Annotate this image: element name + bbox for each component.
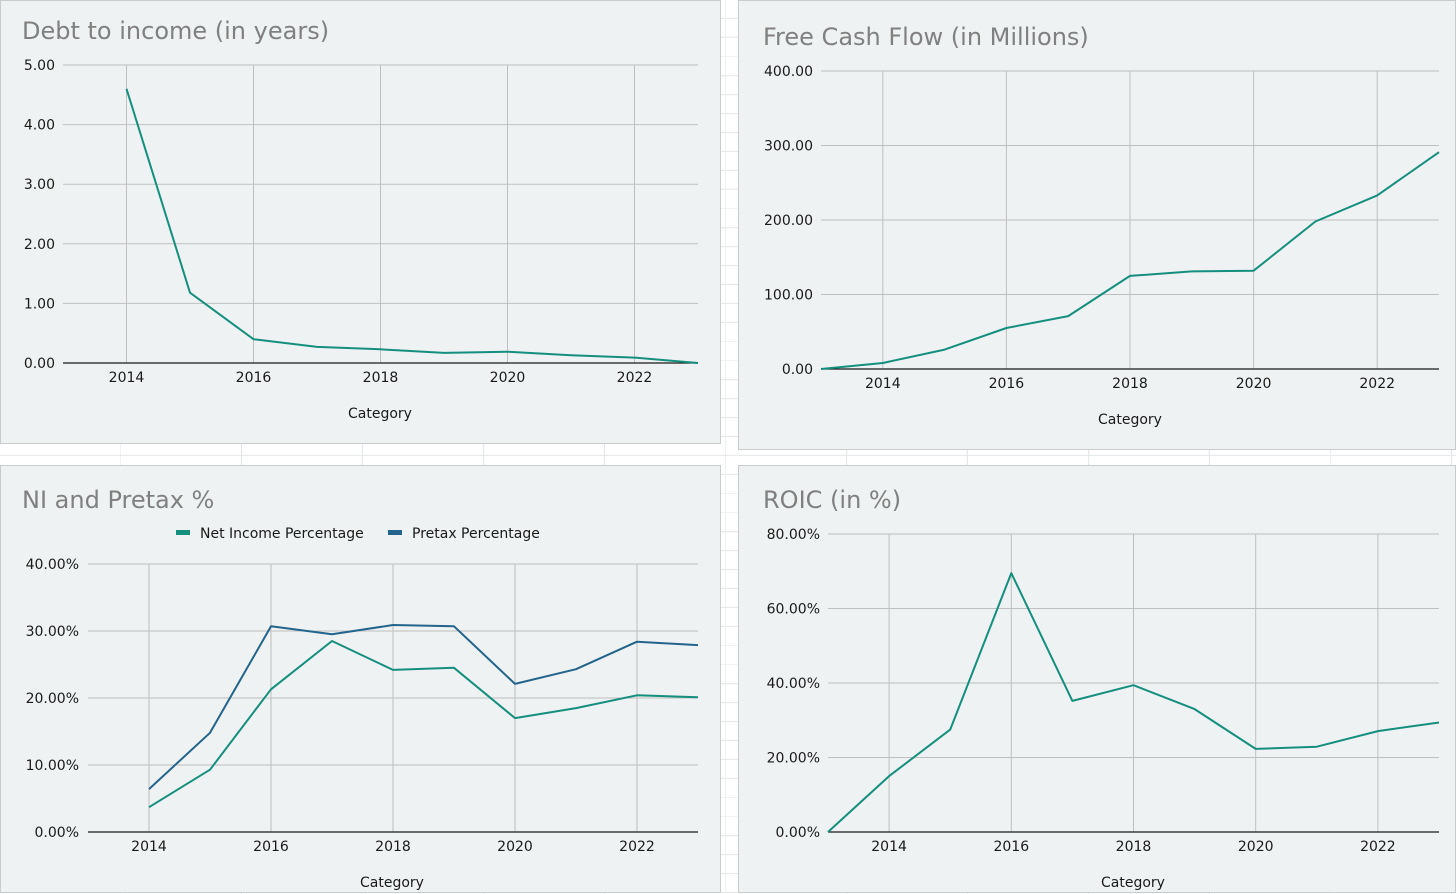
y-tick-label: 20.00% (767, 751, 820, 767)
y-tick-label: 20.00% (26, 691, 79, 707)
x-tick-label: 2018 (375, 839, 411, 855)
series-line-0 (827, 572, 1440, 833)
y-tick-label: 0.00 (782, 362, 813, 378)
x-tick-label: 2016 (989, 376, 1025, 392)
y-tick-label: 2.00 (24, 237, 55, 253)
chart-panel-free-cash-flow: Free Cash Flow (in Millions) 0.00 100.00 2… (738, 0, 1456, 450)
series-line-0 (820, 151, 1440, 370)
legend-label-net-income: Net Income Percentage (200, 526, 364, 542)
plot-area: 0.00 1.00 2.00 3.00 4.00 5.00 2014 2016 2018 2020… (24, 58, 699, 386)
chart-panel-ni-and-pretax: NI and Pretax % Net Income Percentage Pr… (0, 465, 721, 893)
chart-title: Debt to income (in years) (22, 17, 329, 45)
chart-title: NI and Pretax % (22, 486, 214, 514)
chart-panel-roic: ROIC (in %) 0.00% 20.00% 40.00% 60.00% 80.00… (738, 465, 1456, 893)
x-tick-label: 2020 (1236, 376, 1272, 392)
x-tick-label: 2016 (993, 839, 1029, 855)
y-tick-label: 0.00% (776, 825, 820, 841)
series-line-0 (125, 88, 699, 364)
y-tick-label: 100.00 (764, 288, 813, 304)
series-line-1 (148, 624, 699, 790)
y-tick-label: 10.00% (26, 758, 79, 774)
x-tick-label: 2018 (363, 370, 399, 386)
y-tick-label: 60.00% (767, 602, 820, 618)
x-tick-label: 2022 (1359, 376, 1395, 392)
y-tick-label: 30.00% (26, 624, 79, 640)
y-tick-label: 200.00 (764, 213, 813, 229)
chart-title: Free Cash Flow (in Millions) (763, 23, 1089, 51)
x-axis-label: Category (360, 875, 424, 891)
legend-swatch-pretax (388, 530, 402, 535)
legend: Net Income Percentage Pretax Percentage (176, 526, 540, 542)
y-tick-label: 0.00% (35, 825, 79, 841)
y-tick-label: 40.00% (767, 676, 820, 692)
x-tick-label: 2016 (253, 839, 289, 855)
chart-panel-debt-to-income: Debt to income (in years) 0.00 1.00 2.00 3.… (0, 0, 721, 444)
x-tick-label: 2022 (1360, 839, 1396, 855)
y-tick-label: 4.00 (24, 118, 55, 134)
x-tick-label: 2020 (497, 839, 533, 855)
x-tick-label: 2020 (490, 370, 526, 386)
y-tick-label: 300.00 (764, 139, 813, 155)
y-tick-label: 1.00 (24, 296, 55, 312)
x-tick-label: 2014 (871, 839, 907, 855)
y-tick-label: 40.00% (26, 557, 79, 573)
chart-title: ROIC (in %) (763, 486, 901, 514)
x-axis-label: Category (1101, 875, 1165, 891)
chart-svg-debt-to-income: Debt to income (in years) 0.00 1.00 2.00 3.… (22, 17, 699, 422)
x-tick-label: 2016 (236, 370, 272, 386)
x-tick-label: 2014 (865, 376, 901, 392)
x-tick-label: 2020 (1238, 839, 1274, 855)
y-tick-label: 80.00% (767, 527, 820, 543)
y-tick-label: 3.00 (24, 177, 55, 193)
x-tick-label: 2022 (617, 370, 653, 386)
x-axis-label: Category (1098, 412, 1162, 428)
chart-svg-ni-and-pretax: NI and Pretax % Net Income Percentage Pr… (22, 486, 699, 891)
plot-area: 0.00% 10.00% 20.00% 30.00% 40.00% 2014 2016 201… (26, 557, 699, 855)
legend-swatch-net-income (176, 530, 190, 535)
x-tick-label: 2022 (619, 839, 655, 855)
y-tick-label: 5.00 (24, 58, 55, 74)
plot-area: 0.00% 20.00% 40.00% 60.00% 80.00% 2014 2016 201… (767, 527, 1440, 855)
x-tick-label: 2018 (1116, 839, 1152, 855)
y-tick-label: 0.00 (24, 356, 55, 372)
x-tick-label: 2014 (109, 370, 145, 386)
x-axis-label: Category (348, 406, 412, 422)
series-line-0 (148, 640, 699, 809)
plot-area: 0.00 100.00 200.00 300.00 400.00 2014 2016 2018… (764, 64, 1440, 392)
chart-svg-roic: ROIC (in %) 0.00% 20.00% 40.00% 60.00% 80.00… (763, 486, 1440, 891)
legend-label-pretax: Pretax Percentage (412, 526, 540, 542)
chart-svg-free-cash-flow: Free Cash Flow (in Millions) 0.00 100.00 2… (763, 23, 1440, 428)
x-tick-label: 2018 (1112, 376, 1148, 392)
y-tick-label: 400.00 (764, 64, 813, 80)
x-tick-label: 2014 (131, 839, 167, 855)
